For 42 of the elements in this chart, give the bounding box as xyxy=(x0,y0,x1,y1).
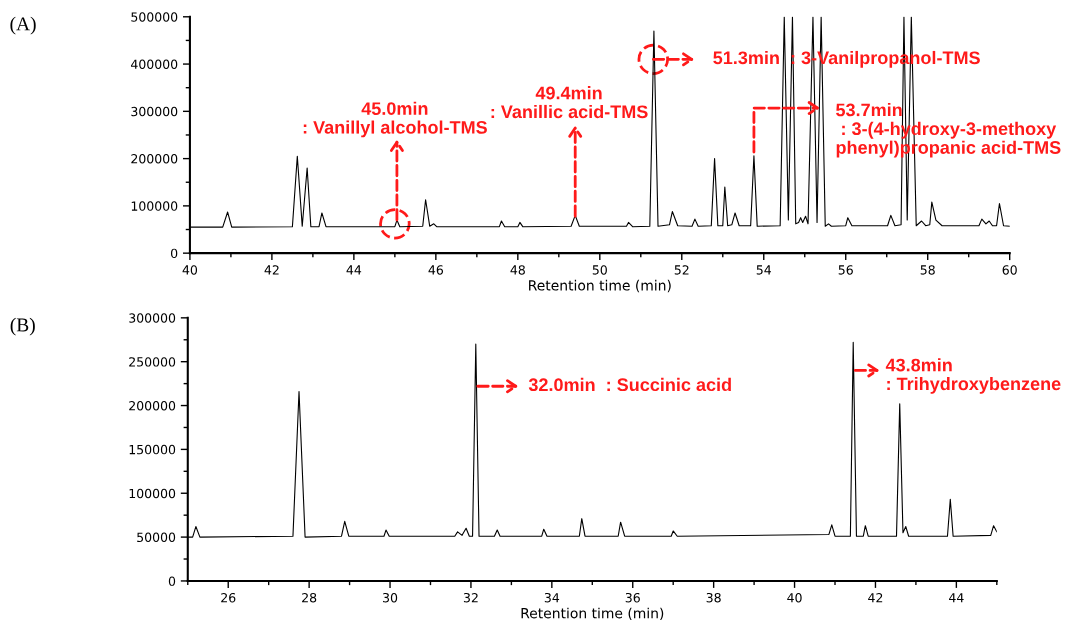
x-tick-label: 36 xyxy=(625,592,640,603)
x-tick-label: 40 xyxy=(182,265,198,275)
x-axis-title: Retention time (min) xyxy=(521,607,664,621)
y-tick-label: 250000 xyxy=(129,357,176,367)
y-tick-label: 50000 xyxy=(137,532,176,543)
y-tick-label: 300000 xyxy=(129,313,176,323)
annotation: 49.4min : Vanillic acid-TMS xyxy=(491,86,648,119)
x-tick-label: 56 xyxy=(838,265,853,275)
y-tick-label: 100000 xyxy=(129,488,176,499)
y-tick-label: 200000 xyxy=(131,154,178,164)
x-tick-label: 54 xyxy=(756,265,772,275)
annotation: 45.0min : Vanillyl alcohol-TMS xyxy=(303,101,487,138)
y-tick-label: 200000 xyxy=(129,401,176,411)
y-tick-label: 400000 xyxy=(131,59,178,69)
x-tick-label: 50 xyxy=(592,265,607,275)
y-tick-label: 0 xyxy=(168,576,176,586)
x-tick-label: 28 xyxy=(302,592,317,603)
x-tick-label: 34 xyxy=(544,592,560,603)
text: (B) xyxy=(10,317,35,336)
x-axis-title: Retention time (min) xyxy=(529,279,671,293)
x-tick-label: 44 xyxy=(949,593,964,603)
text: (A) xyxy=(10,16,36,35)
y-tick-label: 150000 xyxy=(129,444,176,455)
x-tick-label: 26 xyxy=(221,592,236,603)
x-tick-label: 38 xyxy=(706,592,721,603)
annotation: 43.8min : Trihydroxybenzene xyxy=(885,358,1061,394)
x-tick-label: 48 xyxy=(510,265,525,275)
y-tick-label: 0 xyxy=(170,248,178,259)
x-tick-label: 46 xyxy=(428,265,444,275)
x-tick-label: 58 xyxy=(920,265,935,275)
y-tick-label: 300000 xyxy=(131,106,178,117)
x-tick-label: 40 xyxy=(787,592,802,603)
x-tick-label: 60 xyxy=(1002,265,1017,275)
y-tick-label: 500000 xyxy=(131,12,178,22)
x-tick-label: 32 xyxy=(463,592,478,603)
x-tick-label: 30 xyxy=(383,592,398,603)
x-tick-label: 44 xyxy=(346,265,362,275)
x-tick-label: 42 xyxy=(868,592,883,603)
annotation: 32.0min : Succinic acid xyxy=(528,377,731,392)
x-tick-label: 42 xyxy=(264,265,279,275)
x-tick-label: 52 xyxy=(674,265,689,275)
y-tick-label: 100000 xyxy=(131,201,178,211)
